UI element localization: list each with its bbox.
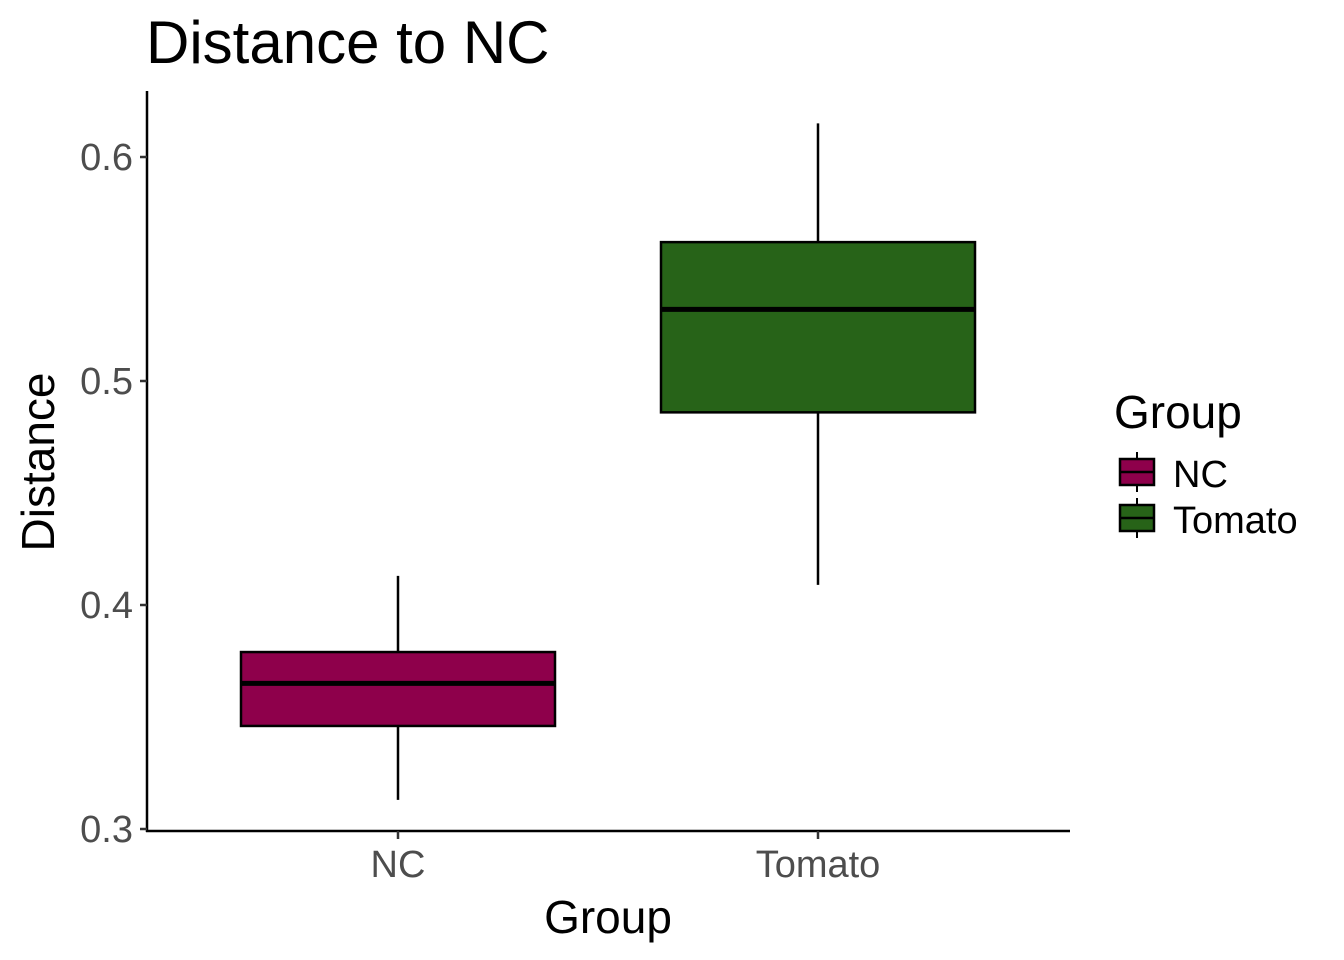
legend-label: NC bbox=[1173, 454, 1228, 496]
box-tomato bbox=[659, 123, 977, 585]
plot-area bbox=[239, 123, 977, 800]
legend-label: Tomato bbox=[1173, 500, 1298, 542]
y-tick-label: 0.6 bbox=[80, 137, 133, 179]
chart-title: Distance to NC bbox=[146, 9, 549, 76]
legend-item-nc: NC bbox=[1118, 452, 1228, 496]
y-tick-label: 0.3 bbox=[80, 809, 133, 851]
x-axis-title: Group bbox=[544, 891, 672, 943]
legend-item-tomato: Tomato bbox=[1118, 498, 1298, 542]
x-axis-ticks: NC Tomato bbox=[371, 831, 881, 886]
legend-title: Group bbox=[1114, 386, 1242, 438]
x-tick-label: Tomato bbox=[756, 844, 881, 886]
y-axis-title: Distance bbox=[12, 373, 64, 552]
box-body bbox=[659, 240, 977, 414]
x-tick-label: NC bbox=[371, 844, 426, 886]
y-axis-ticks: 0.3 0.4 0.5 0.6 bbox=[80, 137, 147, 851]
box-nc bbox=[239, 575, 557, 800]
box-body bbox=[239, 650, 557, 728]
y-tick-label: 0.4 bbox=[80, 585, 133, 627]
y-tick-label: 0.5 bbox=[80, 361, 133, 403]
